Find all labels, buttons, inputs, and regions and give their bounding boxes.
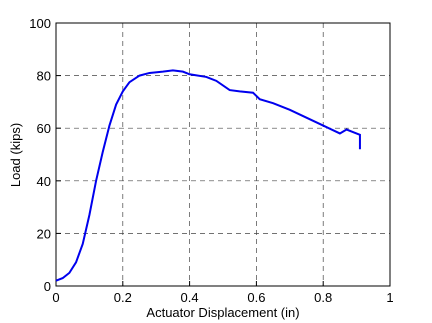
y-tick-label: 40 <box>37 174 51 189</box>
x-tick-label: 0.2 <box>114 290 132 305</box>
y-tick-label: 20 <box>37 226 51 241</box>
x-tick-label: 1 <box>386 290 393 305</box>
y-tick-label: 0 <box>44 279 51 294</box>
y-axis-label: Load (kips) <box>8 123 23 187</box>
y-tick-label: 100 <box>29 16 51 31</box>
x-tick-label: 0.4 <box>181 290 199 305</box>
y-tick-label: 80 <box>37 69 51 84</box>
x-tick-label: 0.6 <box>247 290 265 305</box>
x-axis-label: Actuator Displacement (in) <box>146 305 299 320</box>
plot-frame <box>55 22 391 287</box>
y-tick-label: 60 <box>37 121 51 136</box>
x-tick-label: 0 <box>52 290 59 305</box>
x-tick-label: 0.8 <box>314 290 332 305</box>
data-line <box>55 69 361 282</box>
